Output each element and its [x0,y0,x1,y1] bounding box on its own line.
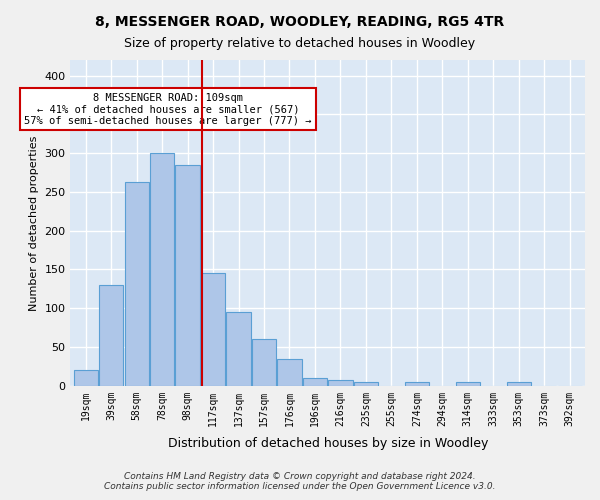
Bar [226,312,251,386]
Bar [506,382,531,386]
Bar [74,370,98,386]
Bar [201,274,225,386]
Bar [277,358,302,386]
Text: Size of property relative to detached houses in Woodley: Size of property relative to detached ho… [124,38,476,51]
Text: 8 MESSENGER ROAD: 109sqm
← 41% of detached houses are smaller (567)
57% of semi-: 8 MESSENGER ROAD: 109sqm ← 41% of detach… [25,92,312,126]
Bar [328,380,353,386]
Bar [99,285,123,386]
Y-axis label: Number of detached properties: Number of detached properties [29,135,39,310]
Bar [252,339,276,386]
Text: 8, MESSENGER ROAD, WOODLEY, READING, RG5 4TR: 8, MESSENGER ROAD, WOODLEY, READING, RG5… [95,15,505,29]
Bar [405,382,429,386]
Bar [150,153,174,386]
Text: Contains HM Land Registry data © Crown copyright and database right 2024.
Contai: Contains HM Land Registry data © Crown c… [104,472,496,491]
Bar [354,382,378,386]
Bar [456,382,480,386]
Bar [303,378,327,386]
X-axis label: Distribution of detached houses by size in Woodley: Distribution of detached houses by size … [167,437,488,450]
Bar [125,182,149,386]
Bar [175,164,200,386]
